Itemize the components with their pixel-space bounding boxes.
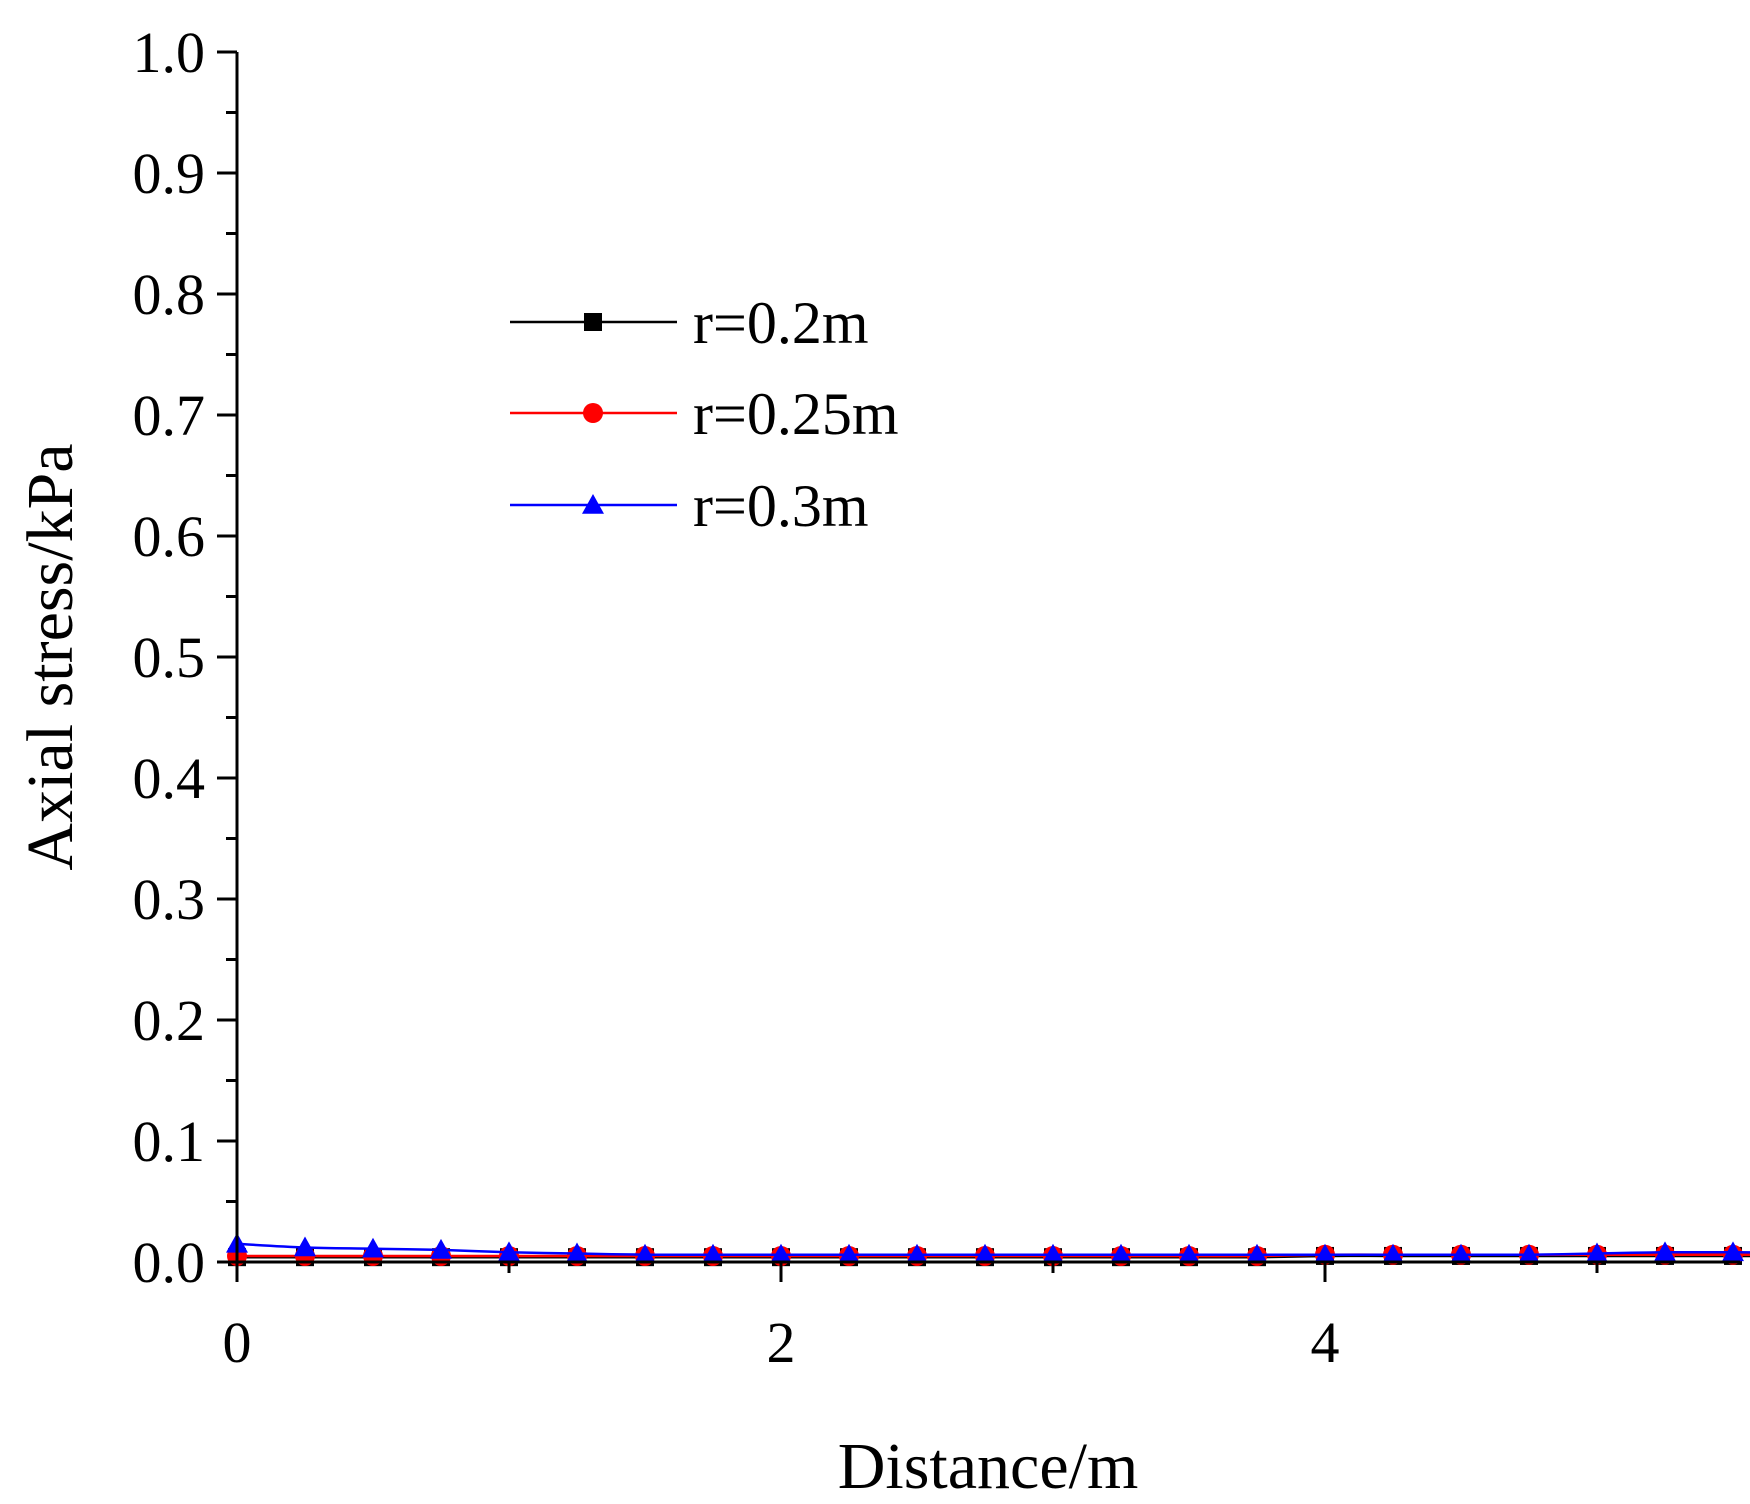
x-axis-title: Distance/m [838, 1430, 1139, 1503]
legend-label: r=0.2m [693, 290, 869, 356]
y-tick-label: 0.1 [133, 1109, 206, 1174]
legend-label: r=0.25m [693, 381, 899, 447]
y-tick-label: 0.7 [133, 383, 206, 448]
data-point [1110, 1243, 1132, 1264]
data-point [838, 1243, 860, 1264]
y-tick-label: 0.4 [133, 746, 206, 811]
data-point [294, 1236, 316, 1257]
data-point [906, 1243, 928, 1264]
series-line [236, 1242, 1750, 1257]
legend-entry-2: r=0.25m [510, 381, 899, 447]
data-point [702, 1243, 724, 1264]
series-line [237, 1253, 1750, 1258]
y-tick-label: 0.3 [133, 867, 206, 932]
data-point [430, 1238, 452, 1259]
x-tick-label: 4 [1311, 1310, 1340, 1375]
data-point [1246, 1243, 1268, 1264]
legend-label: r=0.3m [693, 473, 869, 539]
legend-entry-3: r=0.3m [510, 473, 869, 539]
data-point [362, 1237, 384, 1258]
series-1 [228, 1246, 1750, 1267]
y-tick-label: 0.5 [133, 625, 206, 690]
data-point [770, 1243, 792, 1264]
legend: r=0.2m r=0.25m r=0.3m [510, 290, 899, 539]
plot-area [226, 1232, 1750, 1267]
data-point [1382, 1243, 1404, 1264]
data-point [974, 1243, 996, 1264]
x-tick-label: 2 [767, 1310, 796, 1375]
y-tick-label: 0.0 [133, 1230, 206, 1295]
legend-marker [583, 403, 603, 423]
data-point [498, 1241, 520, 1262]
data-point [1450, 1243, 1472, 1264]
y-tick-label: 0.6 [133, 504, 206, 569]
axes: 02468100.00.10.20.30.40.50.60.70.80.91.0 [133, 20, 1740, 1375]
data-point [566, 1242, 588, 1263]
series-2 [227, 1244, 1750, 1266]
legend-marker [584, 313, 602, 331]
legend-entry-1: r=0.2m [510, 290, 869, 356]
data-point [1314, 1243, 1336, 1264]
data-point [1042, 1243, 1064, 1264]
y-tick-label: 0.8 [133, 262, 206, 327]
y-tick-label: 0.2 [133, 988, 206, 1053]
y-tick-label: 0.9 [133, 141, 206, 206]
y-tick-label: 1.0 [133, 20, 206, 85]
series-3 [226, 1232, 1750, 1264]
data-point [1586, 1242, 1608, 1263]
legend-marker [582, 494, 604, 514]
y-axis-title: Axial stress/kPa [14, 443, 87, 870]
x-tick-label: 0 [223, 1310, 252, 1375]
data-point [1722, 1241, 1744, 1262]
data-point [1178, 1243, 1200, 1264]
data-point [1654, 1241, 1676, 1262]
data-point [634, 1243, 656, 1264]
data-point [1518, 1243, 1540, 1264]
series-line [237, 1254, 1750, 1259]
